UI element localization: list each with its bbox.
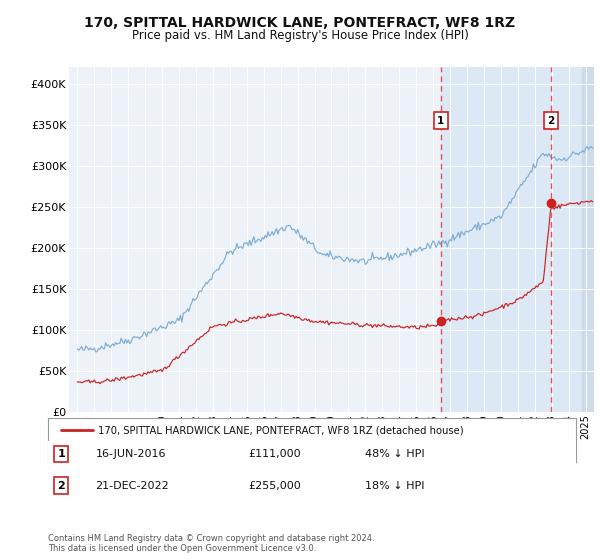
Text: 21-DEC-2022: 21-DEC-2022 xyxy=(95,480,169,491)
Text: 48% ↓ HPI: 48% ↓ HPI xyxy=(365,449,424,459)
Text: Price paid vs. HM Land Registry's House Price Index (HPI): Price paid vs. HM Land Registry's House … xyxy=(131,29,469,42)
Text: 2: 2 xyxy=(58,480,65,491)
Text: £111,000: £111,000 xyxy=(248,449,301,459)
Text: 1: 1 xyxy=(437,115,445,125)
Text: 170, SPITTAL HARDWICK LANE, PONTEFRACT, WF8 1RZ: 170, SPITTAL HARDWICK LANE, PONTEFRACT, … xyxy=(85,16,515,30)
Text: Contains HM Land Registry data © Crown copyright and database right 2024.
This d: Contains HM Land Registry data © Crown c… xyxy=(48,534,374,553)
Text: 18% ↓ HPI: 18% ↓ HPI xyxy=(365,480,424,491)
Text: 16-JUN-2016: 16-JUN-2016 xyxy=(95,449,166,459)
Text: £255,000: £255,000 xyxy=(248,480,301,491)
Text: HPI: Average price, detached house, Wakefield: HPI: Average price, detached house, Wake… xyxy=(98,445,331,455)
Text: 1: 1 xyxy=(58,449,65,459)
Bar xyxy=(582,67,600,412)
Text: 170, SPITTAL HARDWICK LANE, PONTEFRACT, WF8 1RZ (detached house): 170, SPITTAL HARDWICK LANE, PONTEFRACT, … xyxy=(98,425,464,435)
Bar xyxy=(441,67,600,412)
Text: 2: 2 xyxy=(548,115,555,125)
